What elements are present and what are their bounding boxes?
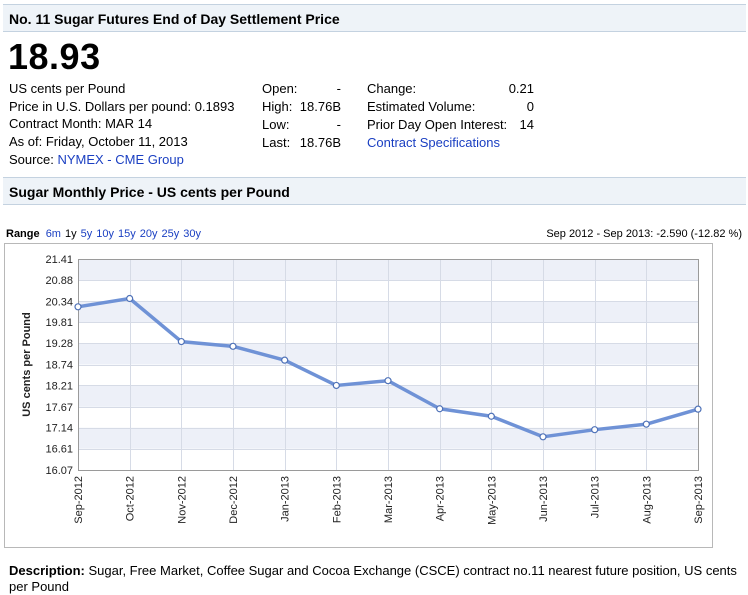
data-point bbox=[694, 405, 702, 413]
price-chart: 16.07 16.61 17.14 17.67 18.21 18.74 19.28 19.81… bbox=[4, 243, 713, 548]
y-tick-label: 17.67 bbox=[45, 402, 73, 414]
data-point bbox=[591, 426, 599, 434]
x-tick-label: May-2013 bbox=[486, 476, 498, 525]
y-tick-label: 18.74 bbox=[45, 360, 73, 372]
data-point bbox=[126, 294, 134, 303]
x-tick-label: Mar-2013 bbox=[383, 476, 395, 523]
page-title: No. 11 Sugar Futures End of Day Settleme… bbox=[9, 11, 340, 27]
range-option-15y[interactable]: 15y bbox=[117, 228, 136, 240]
data-point bbox=[74, 303, 82, 311]
open-interest-value: 14 bbox=[519, 117, 534, 132]
y-tick-label: 21.41 bbox=[45, 254, 73, 266]
data-point bbox=[642, 420, 650, 428]
change-label: Change: bbox=[367, 81, 417, 96]
data-point bbox=[332, 381, 340, 390]
range-option-6m[interactable]: 6m bbox=[45, 228, 61, 240]
high-label: High: bbox=[262, 99, 293, 114]
x-tick-label: Feb-2013 bbox=[331, 476, 343, 523]
chart-section-bar: Sugar Monthly Price - US cents per Pound bbox=[3, 177, 746, 205]
data-point bbox=[436, 405, 444, 413]
y-tick-label: 18.21 bbox=[45, 380, 73, 392]
last-label: Last: bbox=[262, 135, 291, 150]
x-tick-label: Sep-2013 bbox=[693, 476, 705, 524]
header-bar: No. 11 Sugar Futures End of Day Settleme… bbox=[3, 4, 746, 32]
x-tick-label: Sep-2012 bbox=[73, 476, 85, 524]
x-tick-label: Jan-2013 bbox=[280, 476, 292, 522]
range-option-25y[interactable]: 25y bbox=[161, 228, 180, 240]
x-tick-label: Jun-2013 bbox=[538, 476, 550, 522]
y-axis-label: US cents per Pound bbox=[21, 312, 33, 417]
y-tick-label: 20.34 bbox=[45, 296, 73, 308]
range-option-20y[interactable]: 20y bbox=[139, 228, 158, 240]
last-value: 18.76B bbox=[299, 135, 341, 150]
x-tick-label: Oct-2012 bbox=[125, 476, 137, 521]
unit-text: US cents per Pound bbox=[9, 81, 126, 96]
low-value: - bbox=[336, 117, 341, 132]
plot-border bbox=[78, 259, 699, 471]
y-tick-label: 19.28 bbox=[45, 338, 73, 350]
x-tick-label: Dec-2012 bbox=[228, 476, 240, 524]
data-point bbox=[229, 342, 237, 350]
description-label: Description: bbox=[9, 563, 85, 578]
high-value: 18.76B bbox=[299, 99, 341, 114]
open-value: - bbox=[336, 81, 341, 96]
open-interest-label: Prior Day Open Interest: bbox=[367, 117, 508, 132]
chart-section-title: Sugar Monthly Price - US cents per Pound bbox=[9, 184, 290, 200]
source-line: Source: NYMEX - CME Group bbox=[9, 151, 184, 169]
data-point bbox=[177, 337, 185, 346]
y-tick-label: 16.61 bbox=[45, 444, 73, 456]
settlement-price: 18.93 bbox=[8, 36, 101, 77]
range-option-30y[interactable]: 30y bbox=[183, 228, 201, 240]
description: Description: Sugar, Free Market, Coffee … bbox=[9, 563, 741, 595]
open-label: Open: bbox=[262, 81, 298, 96]
y-tick-label: 16.07 bbox=[45, 465, 73, 477]
volume-value: 0 bbox=[526, 99, 534, 114]
range-selector: Range 6m 1y 5y 10y 15y 20y 25y 30y bbox=[6, 228, 205, 240]
source-link[interactable]: NYMEX - CME Group bbox=[57, 152, 184, 167]
data-point bbox=[281, 356, 289, 364]
volume-label: Estimated Volume: bbox=[367, 99, 476, 114]
y-tick-label: 17.14 bbox=[45, 423, 73, 435]
x-tick-label: Nov-2012 bbox=[176, 476, 188, 524]
x-tick-label: Jul-2013 bbox=[590, 476, 602, 518]
change-value: 0.21 bbox=[508, 81, 534, 96]
description-text: Sugar, Free Market, Coffee Sugar and Coc… bbox=[9, 563, 737, 594]
range-option-1y[interactable]: 1y bbox=[64, 228, 77, 240]
range-option-5y[interactable]: 5y bbox=[80, 228, 93, 240]
range-label: Range bbox=[6, 228, 40, 240]
x-tick-label: Aug-2013 bbox=[641, 476, 653, 524]
usd-price-text: Price in U.S. Dollars per pound: 0.1893 bbox=[9, 99, 235, 114]
source-label: Source: bbox=[9, 152, 54, 167]
range-summary: Sep 2012 - Sep 2013: -2.590 (-12.82 %) bbox=[546, 228, 742, 240]
x-tick-label: Apr-2013 bbox=[435, 476, 447, 521]
contract-month-text: Contract Month: MAR 14 bbox=[9, 116, 153, 131]
y-tick-label: 20.88 bbox=[45, 275, 73, 287]
data-point bbox=[384, 377, 392, 385]
data-point bbox=[539, 433, 547, 441]
low-label: Low: bbox=[262, 117, 290, 132]
range-option-10y[interactable]: 10y bbox=[96, 228, 114, 240]
as-of-text: As of: Friday, October 11, 2013 bbox=[9, 134, 188, 149]
contract-specifications-link[interactable]: Contract Specifications bbox=[367, 135, 500, 150]
data-point bbox=[487, 412, 495, 420]
y-tick-label: 19.81 bbox=[45, 317, 73, 329]
